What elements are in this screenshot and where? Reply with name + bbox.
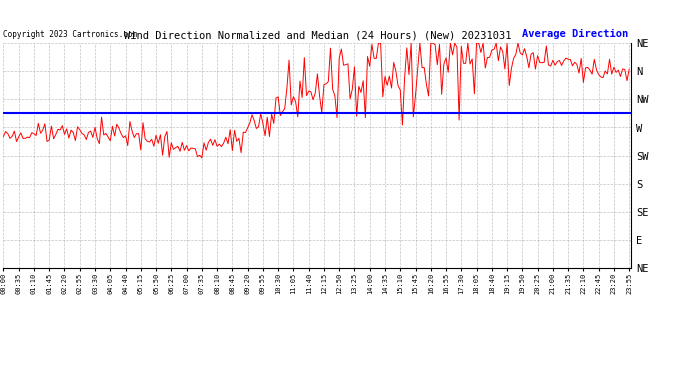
- Text: Average Direction: Average Direction: [522, 28, 628, 39]
- Title: Wind Direction Normalized and Median (24 Hours) (New) 20231031: Wind Direction Normalized and Median (24…: [124, 31, 511, 41]
- Text: Copyright 2023 Cartronics.com: Copyright 2023 Cartronics.com: [3, 30, 137, 39]
